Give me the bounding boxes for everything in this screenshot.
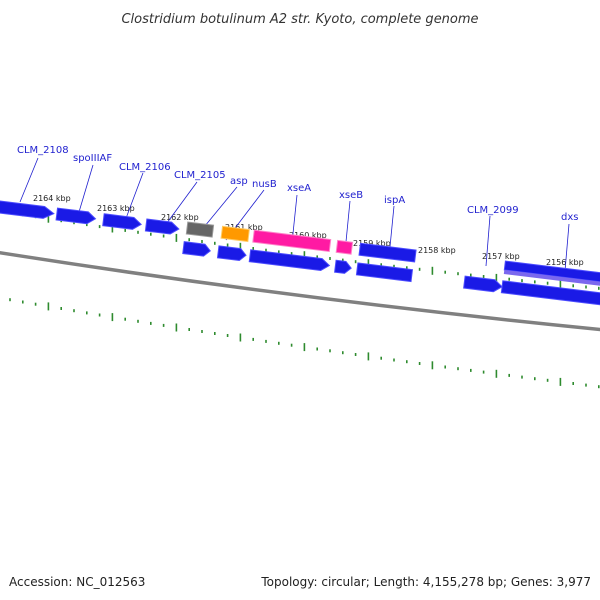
kbp-label: 2158 kbp: [418, 246, 456, 255]
gene-label-xsea: xseA: [287, 183, 311, 194]
leader-line: [485, 215, 491, 267]
kbp-label: 2164 kbp: [33, 194, 71, 203]
cds-block[interactable]: [500, 280, 600, 307]
cds-arrow[interactable]: [248, 249, 331, 272]
accession-text: Accession: NC_012563: [9, 575, 145, 589]
cds-arrow[interactable]: [0, 199, 55, 219]
orange-feature[interactable]: [220, 225, 250, 243]
kbp-label: 2157 kbp: [482, 252, 520, 261]
feature-track-lower: [182, 241, 600, 307]
cds-arrow[interactable]: [216, 245, 247, 262]
cds-block[interactable]: [358, 242, 417, 263]
pink-feature[interactable]: [335, 239, 354, 255]
kbp-label: 2161 kbp: [225, 223, 263, 232]
topology-text: Topology: circular; Length: 4,155,278 bp…: [260, 575, 591, 589]
cds-arrow[interactable]: [463, 275, 503, 293]
gene-label-ispa: ispA: [384, 195, 405, 206]
lower-tick-row: [9, 298, 600, 389]
gene-label-nusb: nusB: [252, 179, 277, 190]
gene-label-clm-2099: CLM_2099: [467, 205, 519, 216]
cds-arrow[interactable]: [144, 218, 180, 235]
kbp-label: 2156 kbp: [546, 258, 584, 267]
map-title: Clostridium botulinum A2 str. Kyoto, com…: [121, 12, 478, 27]
pink-feature[interactable]: [252, 229, 332, 253]
cds-arrow[interactable]: [334, 259, 352, 274]
leader-line: [78, 164, 94, 213]
cds-block[interactable]: [355, 262, 414, 283]
kbp-labels: 2164 kbp 2163 kbp 2162 kbp 2161 kbp 2160…: [33, 194, 584, 267]
gene-label-clm-2108: CLM_2108: [17, 145, 69, 156]
gene-labels: CLM_2108 spoIIIAF CLM_2106 CLM_2105 asp …: [17, 145, 578, 223]
gene-label-spoiiiaf: spoIIIAF: [73, 153, 112, 164]
feature-track-upper: [0, 199, 600, 288]
kbp-label: 2162 kbp: [161, 213, 199, 222]
leader-line: [124, 172, 144, 222]
kbp-label: 2163 kbp: [97, 204, 135, 213]
gray-feature[interactable]: [185, 221, 215, 238]
kbp-label: 2159 kbp: [353, 239, 391, 248]
gene-label-asp: asp: [230, 176, 248, 187]
gene-label-clm-2105: CLM_2105: [174, 170, 226, 181]
purple-feature[interactable]: [503, 269, 600, 288]
cds-arrow[interactable]: [102, 213, 142, 231]
leader-line: [163, 181, 198, 228]
genome-backbone: [0, 251, 600, 332]
upper-tick-row: [9, 211, 600, 290]
cds-arrow[interactable]: [182, 241, 211, 257]
gene-label-clm-2106: CLM_2106: [119, 162, 171, 173]
leader-line: [564, 223, 570, 272]
cds-arrow[interactable]: [55, 207, 97, 225]
gene-label-dxs: dxs: [561, 212, 578, 223]
gene-label-xseb: xseB: [339, 190, 363, 201]
leader-line: [19, 157, 39, 203]
kbp-label: 2160 kbp: [289, 231, 327, 240]
